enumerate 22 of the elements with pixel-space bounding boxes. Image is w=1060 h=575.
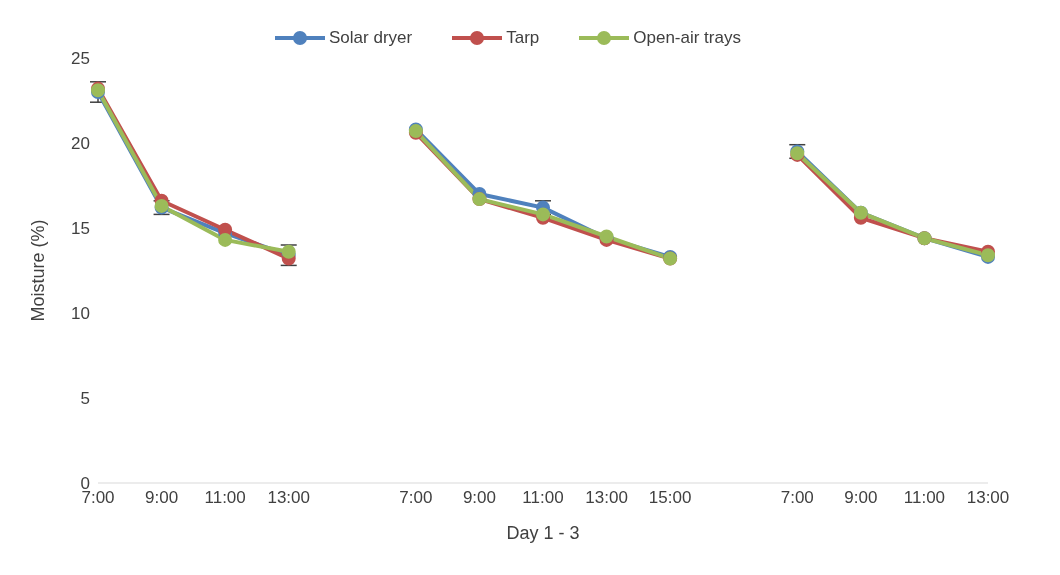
y-tick-label: 20 bbox=[71, 134, 90, 154]
x-tick-label: 11:00 bbox=[903, 488, 946, 508]
x-tick-label: 9:00 bbox=[462, 488, 496, 508]
y-tick-label: 5 bbox=[80, 389, 90, 409]
legend-label: Solar dryer bbox=[329, 28, 413, 48]
x-tick-label: 7:00 bbox=[780, 488, 814, 508]
x-tick-label: 13:00 bbox=[585, 488, 628, 508]
x-tick-label: 15:00 bbox=[648, 488, 692, 508]
x-tick-label: 7:00 bbox=[399, 488, 433, 508]
x-tick-label: 11:00 bbox=[522, 488, 564, 508]
x-tick-label: 9:00 bbox=[145, 488, 179, 508]
y-tick-label: 10 bbox=[71, 304, 90, 324]
y-axis-title: Moisture (%) bbox=[28, 219, 49, 322]
x-tick-label: 11:00 bbox=[204, 488, 246, 508]
legend-label: Open-air trays bbox=[633, 28, 741, 48]
x-tick-label: 13:00 bbox=[966, 488, 1010, 508]
x-tick-label: 9:00 bbox=[844, 488, 878, 508]
legend-label: Tarp bbox=[506, 28, 540, 48]
y-tick-label: 15 bbox=[71, 219, 90, 239]
x-axis-title: Day 1 - 3 bbox=[506, 523, 580, 543]
y-tick-label: 25 bbox=[71, 49, 90, 69]
x-tick-label: 13:00 bbox=[267, 488, 310, 508]
